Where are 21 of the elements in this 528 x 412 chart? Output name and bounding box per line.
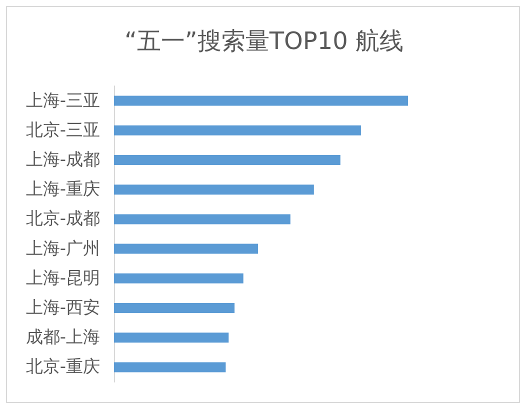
y-tick-label: 北京-重庆 <box>26 357 100 378</box>
y-tick-label: 上海-三亚 <box>26 90 100 111</box>
bar <box>114 125 361 136</box>
bar <box>114 96 408 106</box>
bar <box>114 155 340 165</box>
y-tick-label: 上海-重庆 <box>26 180 100 200</box>
bar <box>114 244 258 254</box>
bar <box>114 214 290 224</box>
bar <box>114 303 235 313</box>
y-tick-label: 上海-西安 <box>26 298 100 318</box>
bar <box>114 362 226 372</box>
y-tick-label: 成都-上海 <box>26 328 100 348</box>
y-tick-label: 上海-昆明 <box>26 268 100 288</box>
chart-title: “五一”搜索量TOP10 航线 <box>124 27 404 55</box>
y-tick-label: 北京-三亚 <box>26 120 100 140</box>
bar <box>114 273 244 284</box>
y-tick-label: 北京-成都 <box>26 209 100 230</box>
bar <box>114 184 314 195</box>
bar <box>114 332 229 343</box>
y-tick-label: 上海-广州 <box>26 238 100 259</box>
y-tick-label: 上海-成都 <box>26 150 100 170</box>
